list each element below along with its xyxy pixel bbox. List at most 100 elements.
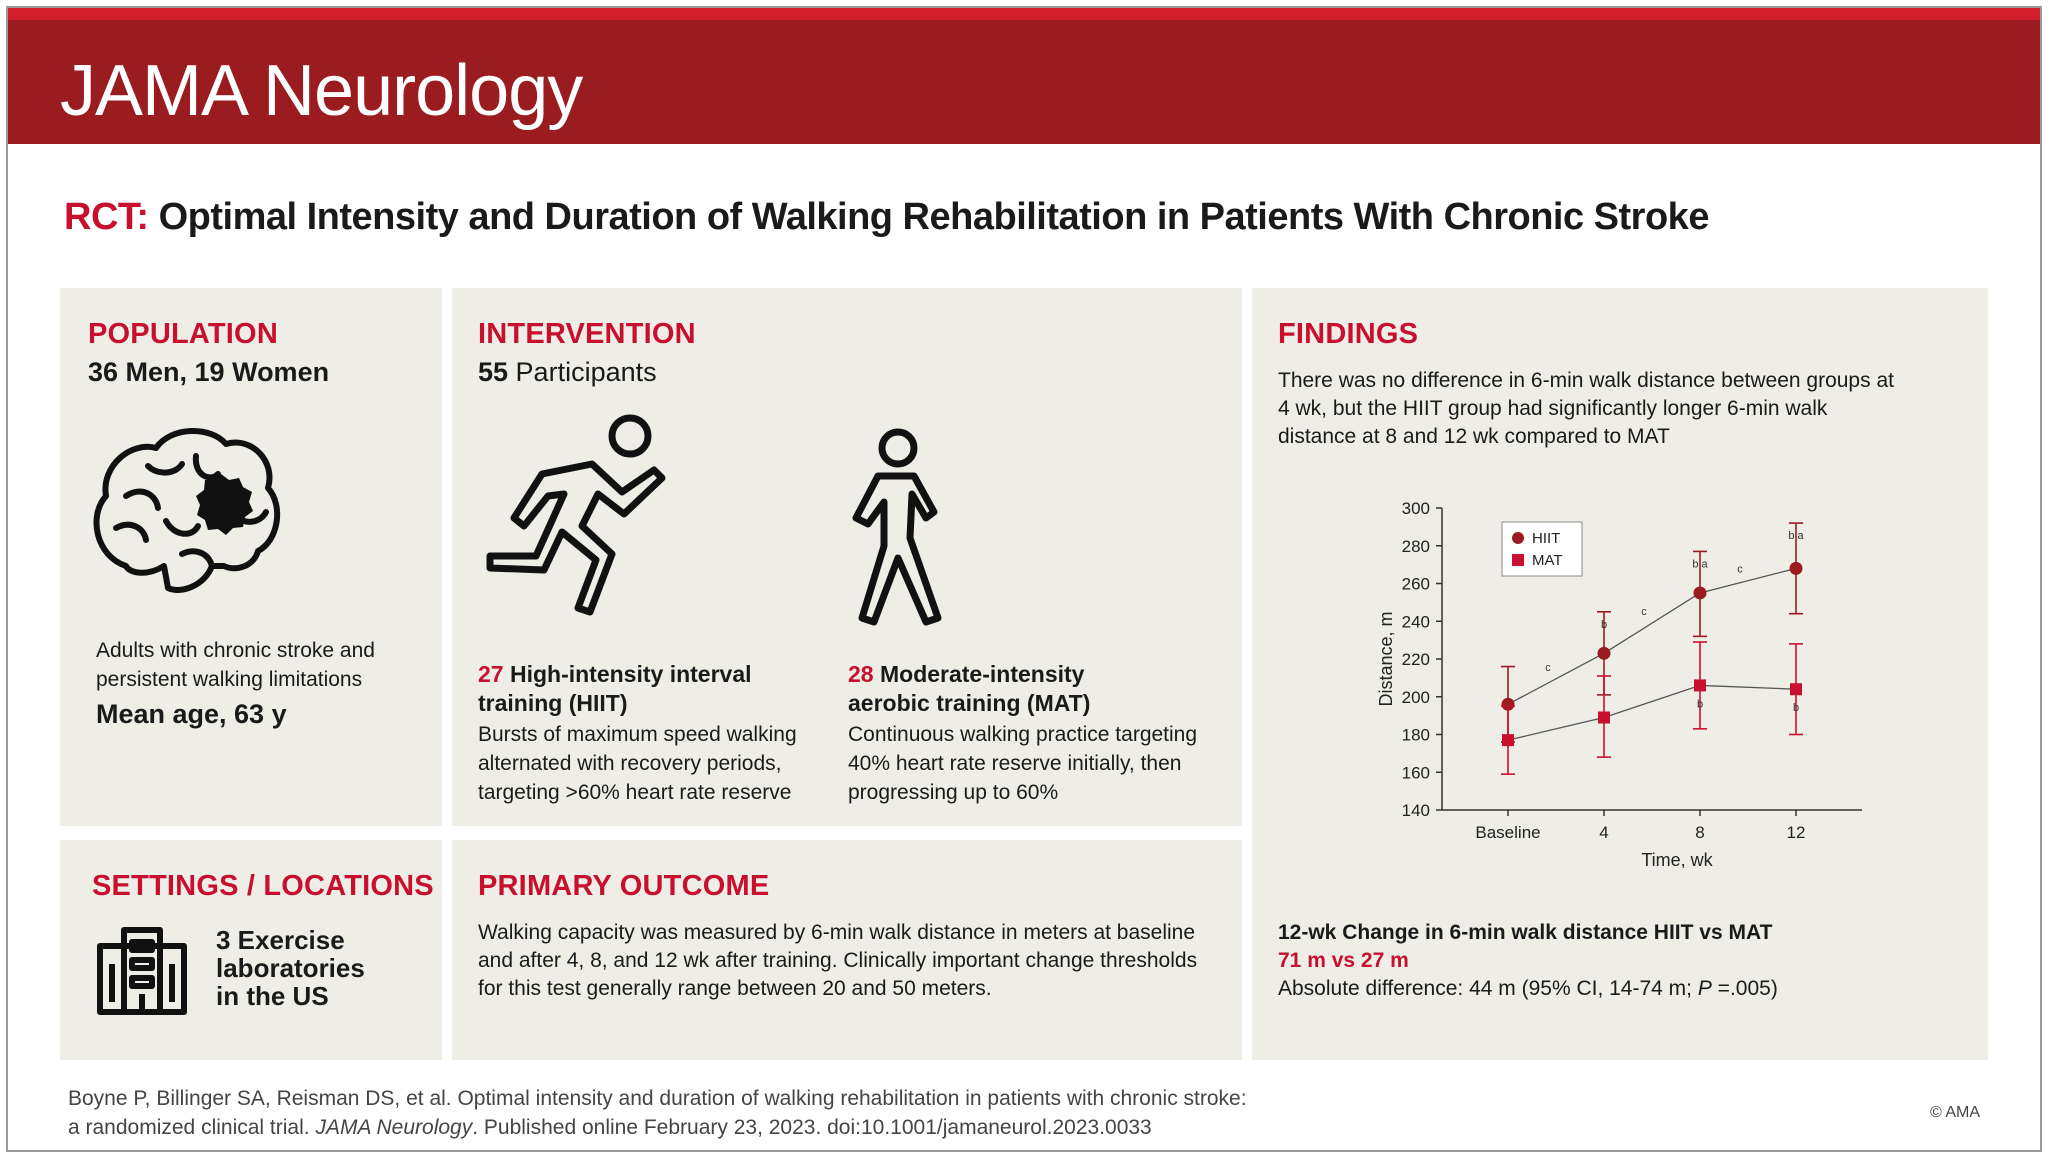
findings-line1: There was no difference in 6-min walk di… — [1278, 369, 1894, 392]
x-tick-label: 12 — [1787, 823, 1806, 842]
population-desc-line2: persistent walking limitations — [96, 668, 363, 691]
change-values: 71 m vs 27 m — [1278, 949, 1409, 972]
legend-box — [1501, 521, 1583, 577]
abs-diff-p: P — [1697, 977, 1712, 1000]
settings-heading: SETTINGS / LOCATIONS — [92, 870, 434, 902]
settings-line1: 3 Exercise — [216, 925, 345, 955]
x-axis-label: Time, wk — [1641, 850, 1713, 868]
legend-label-mat: MAT — [1532, 552, 1563, 569]
data-point-hiit — [1501, 697, 1515, 711]
y-tick-label: 180 — [1402, 726, 1430, 745]
legend-label-hiit: HIIT — [1532, 530, 1560, 547]
intervention-participants: 55 Participants — [478, 358, 657, 387]
hiit-title-text: High-intensity interval — [503, 661, 752, 687]
intervention-panel: INTERVENTION 55 Participants 27 High-int… — [452, 288, 1242, 826]
data-point-mat — [1598, 711, 1610, 724]
mat-number: 28 — [848, 661, 874, 687]
mat-title-line2: aerobic training (MAT) — [848, 690, 1091, 716]
participants-number: 55 — [478, 357, 509, 387]
outcome-heading: PRIMARY OUTCOME — [478, 870, 770, 902]
journal-header: JAMA Neurology — [8, 8, 2040, 144]
x-tick-label: 4 — [1599, 823, 1608, 842]
abs-diff-prefix: Absolute difference: 44 m (95% CI, 14-74… — [1278, 977, 1698, 1000]
hiit-desc-line2: alternated with recovery periods, — [478, 752, 782, 775]
mat-desc-line3: progressing up to 60% — [848, 781, 1059, 804]
segment-label: c — [1737, 564, 1743, 576]
citation-line2-prefix: a randomized clinical trial. — [68, 1116, 316, 1139]
series-line-mat — [1507, 684, 1797, 741]
page-title: RCT: Optimal Intensity and Duration of W… — [64, 196, 1709, 239]
intervention-heading: INTERVENTION — [478, 318, 696, 350]
brain-icon — [93, 428, 281, 593]
citation: Boyne P, Billinger SA, Reisman DS, et al… — [68, 1084, 1247, 1142]
citation-line1: Boyne P, Billinger SA, Reisman DS, et al… — [68, 1087, 1247, 1110]
data-point-mat — [1694, 679, 1706, 692]
running-person-icon — [486, 414, 666, 616]
legend-marker-hiit — [1512, 532, 1524, 544]
title-text: Optimal Intensity and Duration of Walkin… — [148, 196, 1710, 238]
y-tick-label: 260 — [1402, 575, 1430, 594]
y-tick-label: 300 — [1402, 499, 1430, 518]
legend-marker-mat — [1512, 554, 1524, 566]
hiit-number: 27 — [478, 661, 504, 687]
settings-line2: laboratories — [216, 953, 365, 983]
data-point-mat — [1790, 683, 1802, 696]
y-tick-label: 280 — [1402, 537, 1430, 556]
y-tick-label: 140 — [1402, 801, 1430, 820]
hiit-title-line1: 27 High-intensity interval — [478, 660, 752, 689]
y-tick-label: 240 — [1402, 612, 1430, 631]
findings-line3: distance at 8 and 12 wk compared to MAT — [1278, 425, 1670, 448]
outcome-line1: Walking capacity was measured by 6-min w… — [478, 921, 1196, 944]
hiit-title-line2: training (HIIT) — [478, 690, 628, 716]
findings-panel: FINDINGS There was no difference in 6-mi… — [1252, 288, 1988, 1060]
walking-person-icon — [852, 428, 942, 626]
citation-line2: a randomized clinical trial. JAMA Neurol… — [68, 1113, 1247, 1142]
findings-heading: FINDINGS — [1278, 318, 1419, 350]
outcome-panel: PRIMARY OUTCOME Walking capacity was mea… — [452, 840, 1242, 1060]
significance-label: b — [1793, 702, 1799, 714]
mat-desc-line2: 40% heart rate reserve initially, then — [848, 752, 1182, 775]
settings-line3: in the US — [216, 981, 329, 1011]
outcome-line3: for this test generally range between 20… — [478, 977, 992, 1000]
abs-diff-suffix: =.005) — [1711, 977, 1778, 1000]
y-tick-label: 160 — [1402, 763, 1430, 782]
series-line-hiit — [1507, 567, 1797, 705]
citation-line2-suffix: . Published online February 23, 2023. do… — [472, 1116, 1152, 1139]
hiit-desc-line1: Bursts of maximum speed walking — [478, 723, 797, 746]
outcome-line2: and after 4, 8, and 12 wk after training… — [478, 949, 1198, 972]
data-point-hiit — [1789, 561, 1803, 575]
mat-desc-line1: Continuous walking practice targeting — [848, 723, 1198, 746]
y-tick-label: 200 — [1402, 688, 1430, 707]
data-point-hiit — [1597, 646, 1611, 660]
y-axis-label: Distance, m — [1376, 611, 1396, 706]
significance-label: b a — [1692, 558, 1708, 570]
participants-label: Participants — [508, 357, 657, 387]
x-tick-label: Baseline — [1475, 823, 1540, 842]
population-desc-line1: Adults with chronic stroke and — [96, 639, 375, 662]
findings-line-chart: 140 160 180 200 220 240 260 280 300 Baseline 4 8 12 T… — [1376, 499, 1862, 868]
segment-label: c — [1545, 662, 1551, 674]
mat-title-line1: 28 Moderate-intensity — [848, 660, 1084, 689]
title-prefix: RCT: — [64, 196, 149, 238]
citation-journal: JAMA Neurology — [315, 1116, 473, 1139]
significance-label: b — [1601, 619, 1607, 631]
data-point-mat — [1502, 734, 1514, 747]
hiit-desc-line3: targeting >60% heart rate reserve — [478, 781, 792, 804]
y-tick-label: 220 — [1402, 650, 1430, 669]
settings-panel: SETTINGS / LOCATIONS 3 Exercise laborato… — [60, 840, 442, 1060]
population-mean-age: Mean age, 63 y — [96, 699, 287, 729]
copyright: © AMA — [1929, 1104, 1980, 1121]
segment-label: c — [1641, 606, 1647, 618]
building-icon — [97, 927, 187, 1015]
absolute-difference: Absolute difference: 44 m (95% CI, 14-74… — [1278, 974, 1778, 1003]
journal-title: JAMA Neurology — [60, 51, 583, 131]
population-count: 36 Men, 19 Women — [88, 357, 330, 387]
change-title: 12-wk Change in 6-min walk distance HIIT… — [1278, 921, 1773, 944]
population-panel: POPULATION 36 Men, 19 Women Adults with … — [60, 288, 442, 826]
x-tick-label: 8 — [1695, 823, 1704, 842]
population-heading: POPULATION — [88, 318, 278, 350]
mat-title-text: Moderate-intensity — [873, 661, 1085, 687]
significance-label: b a — [1788, 530, 1804, 542]
significance-label: b — [1697, 698, 1703, 710]
infographic-frame: JAMA Neurology RCT: Optimal Intensity an… — [6, 6, 2042, 1152]
